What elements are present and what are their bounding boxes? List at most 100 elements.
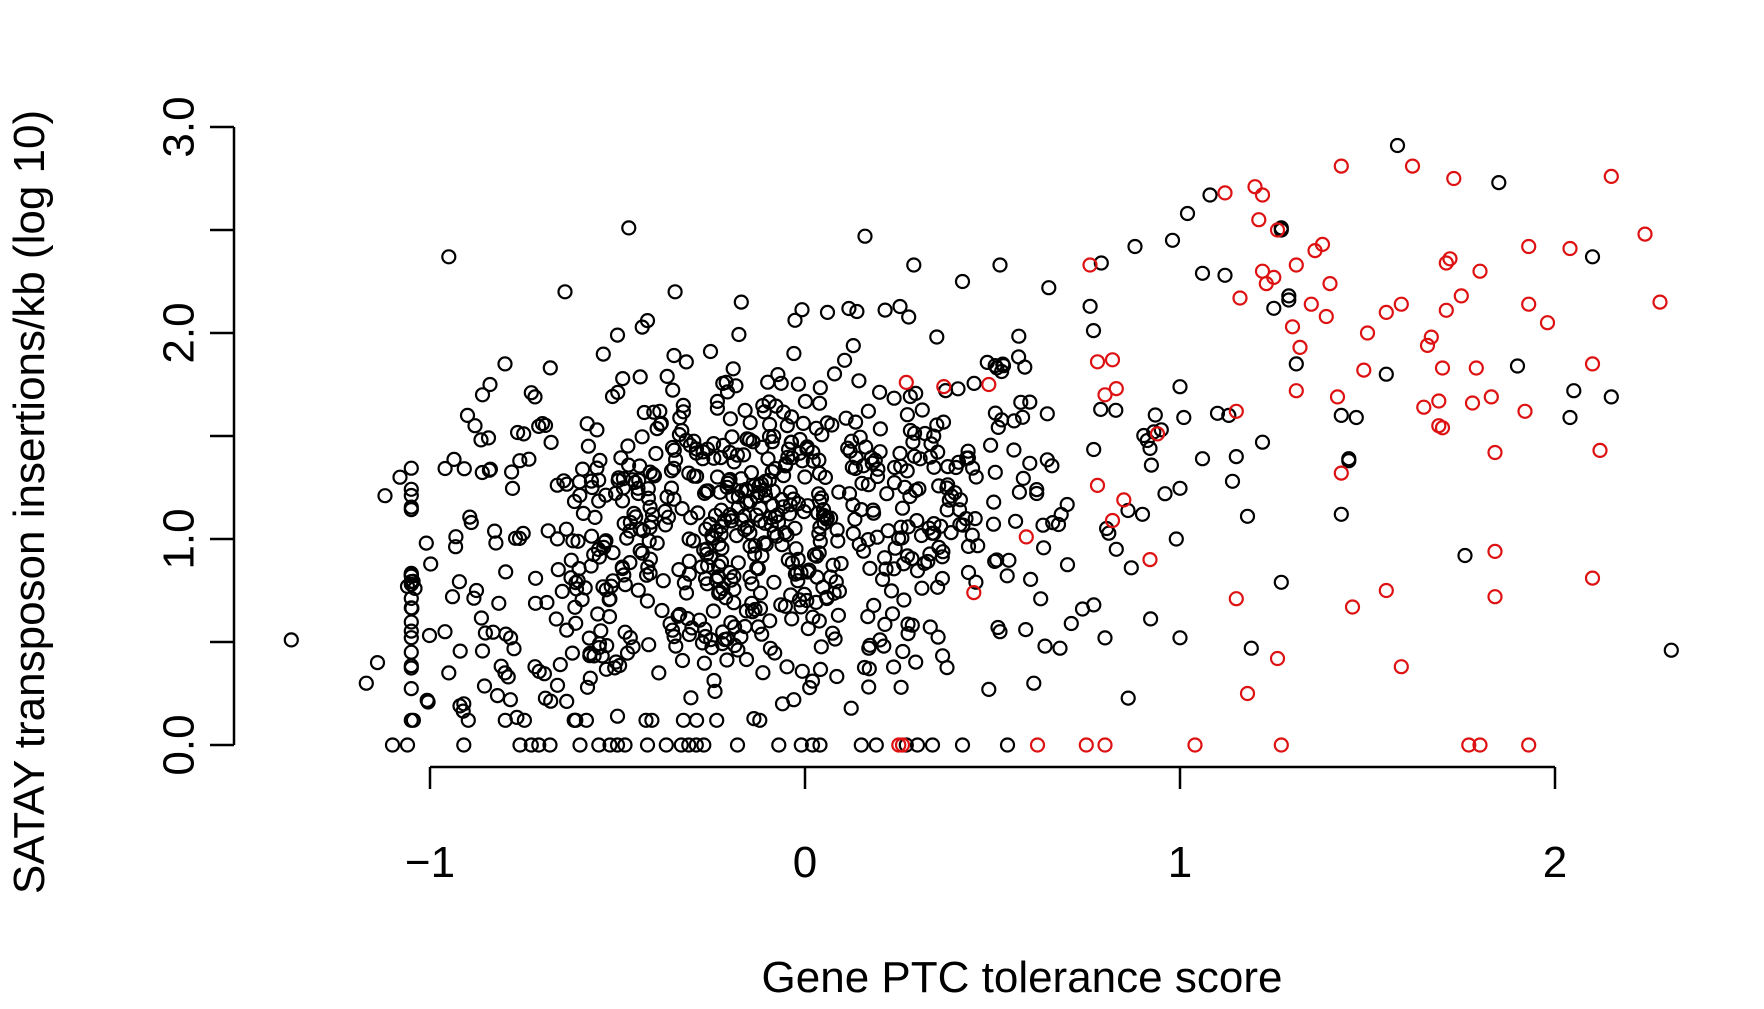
point-red <box>1521 737 1537 753</box>
point-red <box>1562 240 1578 257</box>
point-black <box>715 437 731 453</box>
point-red <box>1517 403 1533 419</box>
point-black <box>482 461 498 477</box>
point-black <box>684 620 700 636</box>
point-red <box>1356 362 1372 378</box>
point-black <box>549 677 566 693</box>
point-black <box>1228 449 1244 465</box>
point-red <box>1464 395 1481 411</box>
point-black <box>666 491 682 507</box>
point-red <box>894 737 911 753</box>
point-black <box>989 552 1005 568</box>
point-black <box>877 302 893 318</box>
point-black <box>868 737 884 753</box>
point-black <box>403 487 419 504</box>
point-black <box>1041 280 1057 296</box>
point-black <box>770 367 786 383</box>
point-black <box>871 384 888 400</box>
point-black <box>423 556 439 572</box>
point-black <box>824 417 840 433</box>
point-black <box>403 630 419 646</box>
point-black <box>641 533 657 549</box>
point-black <box>924 737 941 753</box>
point-black <box>678 585 695 601</box>
point-black <box>826 366 843 382</box>
point-black <box>742 415 758 431</box>
point-black <box>1035 540 1052 556</box>
point-black <box>628 509 644 525</box>
point-black <box>474 643 491 659</box>
point-black <box>1127 238 1143 255</box>
point-black <box>1176 409 1192 426</box>
point-black <box>497 712 513 728</box>
point-red <box>1434 360 1451 376</box>
point-black <box>1082 298 1098 314</box>
point-black <box>498 626 514 642</box>
point-black <box>584 479 600 496</box>
point-black <box>399 578 416 595</box>
point-black <box>683 509 699 526</box>
point-black <box>676 575 693 591</box>
point-black <box>1172 480 1188 496</box>
point-black <box>779 527 795 543</box>
point-black <box>583 528 600 544</box>
point-black <box>649 421 665 437</box>
point-black <box>1266 300 1282 316</box>
point-black <box>559 622 575 638</box>
point-black <box>713 518 729 535</box>
point-black <box>688 737 704 753</box>
point-black <box>742 569 758 585</box>
point-black <box>500 669 516 685</box>
point-black <box>814 427 830 443</box>
point-black <box>857 228 873 244</box>
point-black <box>609 327 626 343</box>
point-black <box>719 384 736 400</box>
point-black <box>1457 547 1473 564</box>
point-black <box>1142 440 1158 456</box>
point-red <box>1329 389 1346 405</box>
point-black <box>833 555 849 572</box>
point-black <box>498 564 514 580</box>
x-tick-label: 0 <box>793 838 817 887</box>
point-black <box>845 525 861 542</box>
point-black <box>523 737 539 753</box>
point-black <box>822 569 839 585</box>
point-black <box>448 529 464 545</box>
point-black <box>549 531 566 547</box>
point-black <box>1168 531 1184 547</box>
point-black <box>867 452 883 468</box>
point-black <box>403 481 419 497</box>
point-black <box>753 513 769 529</box>
point-black <box>480 430 497 446</box>
point-black <box>638 712 654 728</box>
point-black <box>537 690 554 706</box>
point-red <box>1333 465 1349 481</box>
point-black <box>726 581 742 598</box>
point-red <box>1089 477 1106 493</box>
point-black <box>681 737 697 753</box>
point-red <box>1483 389 1499 405</box>
point-black <box>592 452 608 468</box>
point-black <box>838 410 854 426</box>
point-black <box>1123 560 1139 576</box>
point-black <box>567 712 583 728</box>
point-black <box>512 453 528 469</box>
point-black <box>761 416 778 433</box>
point-black <box>773 375 789 391</box>
point-black <box>897 479 913 495</box>
point-black <box>564 645 581 661</box>
point-black <box>527 389 543 405</box>
point-black <box>780 441 797 457</box>
point-red <box>1097 737 1113 753</box>
point-black <box>780 449 796 465</box>
point-black <box>757 473 774 489</box>
point-black <box>842 443 858 459</box>
point-black <box>767 508 784 525</box>
point-black <box>554 583 570 600</box>
point-black <box>1153 422 1169 438</box>
point-black <box>737 402 753 418</box>
point-black <box>681 465 697 481</box>
point-black <box>437 460 453 477</box>
point-black <box>601 608 618 625</box>
